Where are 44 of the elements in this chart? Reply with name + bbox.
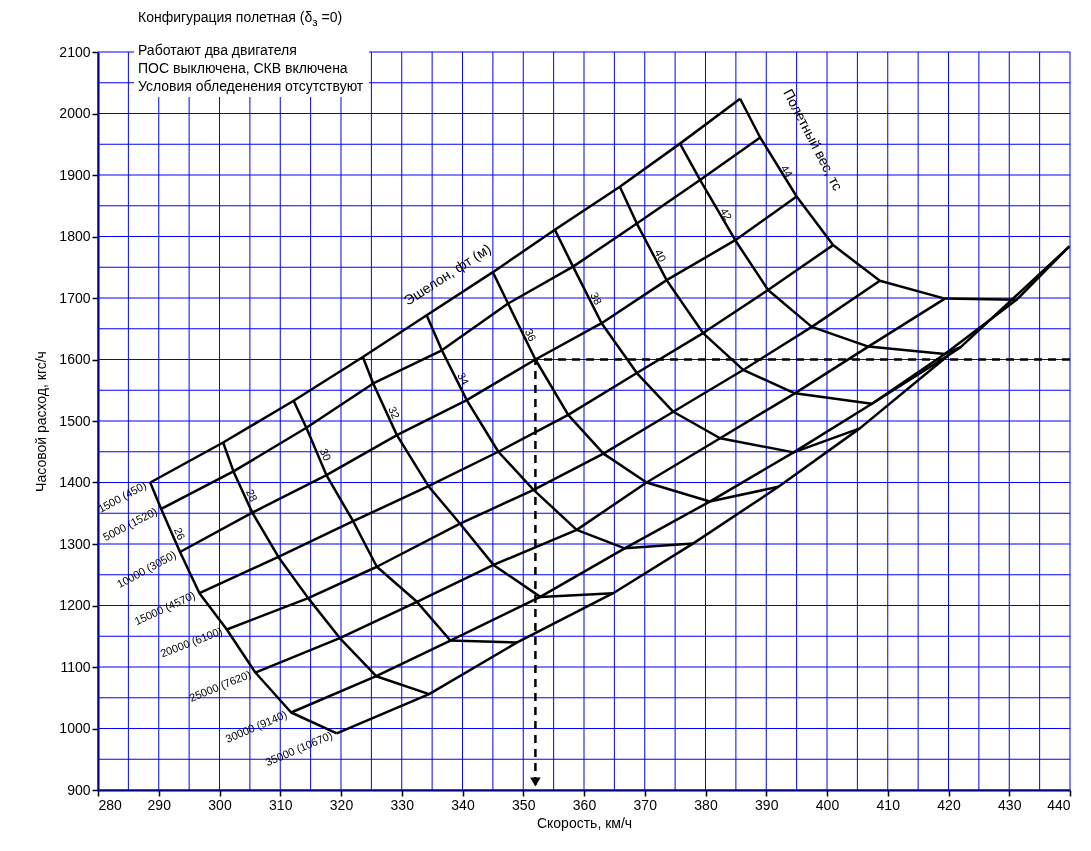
y-axis-title: Часовой расход, кгс/ч bbox=[33, 351, 50, 492]
y-tick-label: 1500 bbox=[59, 412, 91, 429]
y-tick-label: 2100 bbox=[59, 43, 91, 60]
text: 26 bbox=[171, 525, 188, 542]
y-tick-label: 1400 bbox=[59, 474, 91, 490]
text: 44 bbox=[778, 162, 796, 180]
x-tick-label: 340 bbox=[451, 796, 475, 813]
text: 30 bbox=[317, 446, 334, 463]
y-tick-label: 1900 bbox=[59, 166, 91, 183]
x-tick-label: 320 bbox=[329, 796, 354, 813]
text: 32 bbox=[386, 404, 403, 421]
y-tick-label: 1600 bbox=[59, 351, 91, 367]
text: 28 bbox=[243, 487, 260, 504]
text: 38 bbox=[588, 290, 605, 307]
x-tick-label: 280 bbox=[98, 796, 123, 813]
y-tick-label: 1000 bbox=[59, 720, 91, 736]
text: 36 bbox=[522, 326, 539, 344]
x-tick-label: 330 bbox=[390, 796, 415, 813]
x-tick-label: 290 bbox=[147, 796, 172, 813]
text: 40 bbox=[652, 247, 669, 264]
x-tick-label: 300 bbox=[208, 796, 232, 813]
x-axis-title: Скорость, км/ч bbox=[536, 814, 633, 831]
x-tick-label: 380 bbox=[694, 796, 718, 813]
x-tick-label: 420 bbox=[937, 796, 961, 813]
text: Работают два двигателя ПОС выключена, СКВ включена Условия обледенения отсутствуют bbox=[134, 38, 370, 97]
y-tick-label: 2000 bbox=[59, 105, 91, 121]
text: 34 bbox=[455, 370, 472, 387]
x-tick-label: 430 bbox=[998, 796, 1022, 813]
x-tick-label: 410 bbox=[876, 796, 901, 813]
text: 42 bbox=[718, 205, 735, 223]
y-tick-label: 1700 bbox=[59, 289, 91, 306]
chart-title: Конфигурация полетная (δ$_{з}$ =0) bbox=[138, 8, 344, 30]
y-tick-label: 900 bbox=[67, 781, 91, 798]
x-tick-label: 400 bbox=[815, 796, 840, 813]
y-tick-label: 1200 bbox=[59, 597, 91, 613]
x-tick-label: 440 bbox=[1047, 796, 1071, 813]
y-tick-label: 1800 bbox=[59, 228, 91, 244]
x-tick-label: 370 bbox=[633, 796, 658, 813]
y-tick-label: 1300 bbox=[59, 535, 91, 552]
x-tick-label: 390 bbox=[755, 796, 779, 813]
x-tick-label: 360 bbox=[572, 796, 597, 813]
x-tick-label: 310 bbox=[269, 796, 293, 813]
y-tick-label: 1100 bbox=[60, 658, 91, 675]
x-tick-label: 350 bbox=[512, 796, 536, 813]
